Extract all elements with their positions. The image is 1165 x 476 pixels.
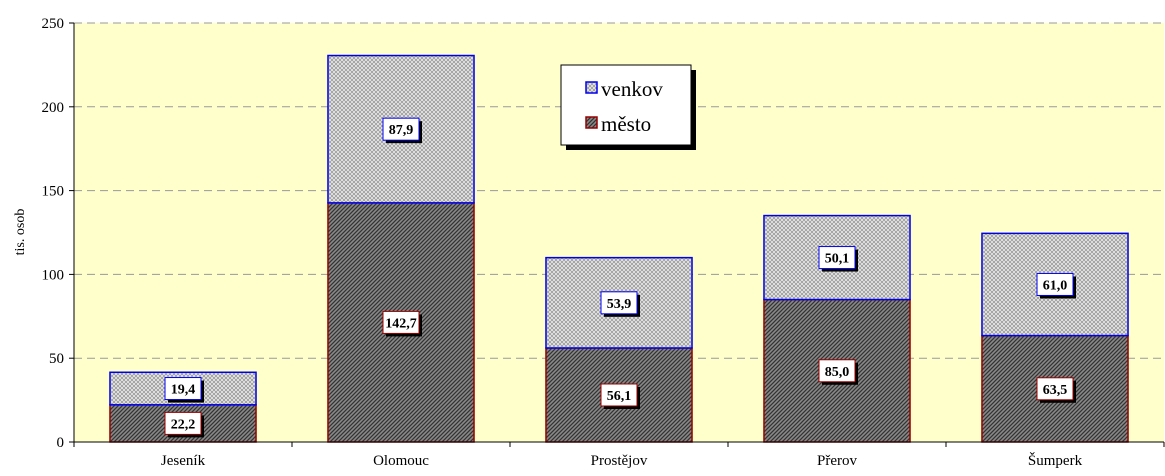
y-tick-label: 50 bbox=[49, 351, 64, 367]
data-label: 85,0 bbox=[825, 365, 850, 380]
legend-swatch-mesto bbox=[585, 116, 598, 129]
data-label-box bbox=[164, 411, 202, 435]
data-label-box bbox=[1036, 272, 1074, 296]
data-label-box bbox=[382, 117, 420, 141]
x-axis-ticks: Jeseník Olomouc Prostějov Přerov Šumperk bbox=[73, 442, 1165, 469]
data-label-box bbox=[382, 310, 420, 334]
legend-box bbox=[560, 64, 692, 146]
y-tick-label: 0 bbox=[57, 435, 65, 451]
data-label: 53,9 bbox=[607, 297, 632, 312]
legend-label-mesto: město bbox=[601, 112, 651, 136]
data-label-box bbox=[600, 383, 638, 407]
data-label-box bbox=[600, 291, 638, 315]
x-tick-label: Přerov bbox=[817, 453, 857, 469]
data-label: 56,1 bbox=[607, 389, 632, 404]
y-axis-ticks: 0 50 100 150 200 250 bbox=[42, 16, 74, 451]
y-tick-label: 100 bbox=[42, 267, 65, 283]
legend: venkov město bbox=[560, 64, 696, 150]
y-tick-label: 250 bbox=[42, 16, 65, 32]
y-tick-label: 150 bbox=[42, 184, 65, 200]
data-label: 19,4 bbox=[171, 383, 196, 398]
x-tick-label: Olomouc bbox=[373, 453, 429, 469]
data-label: 50,1 bbox=[825, 252, 850, 267]
data-label: 61,0 bbox=[1043, 278, 1068, 293]
x-tick-label: Šumperk bbox=[1028, 452, 1083, 469]
data-label-box bbox=[164, 377, 202, 401]
data-labels: 22,2 19,4 142,7 87,9 56,1 53,9 85,0 50,1 63,5 61,… bbox=[164, 117, 1076, 438]
y-tick-label: 200 bbox=[42, 100, 65, 116]
data-label: 142,7 bbox=[385, 316, 417, 331]
x-tick-label: Prostějov bbox=[591, 453, 648, 469]
data-label: 22,2 bbox=[171, 417, 196, 432]
legend-swatch-venkov bbox=[585, 81, 598, 94]
y-axis-title: tis. osob bbox=[13, 209, 28, 256]
x-tick-label: Jeseník bbox=[161, 453, 206, 469]
data-label-box bbox=[818, 359, 856, 383]
data-label-box bbox=[1036, 377, 1074, 401]
data-label-box bbox=[818, 246, 856, 270]
data-label: 87,9 bbox=[389, 123, 414, 138]
data-label: 63,5 bbox=[1043, 383, 1068, 398]
legend-label-venkov: venkov bbox=[601, 77, 663, 101]
